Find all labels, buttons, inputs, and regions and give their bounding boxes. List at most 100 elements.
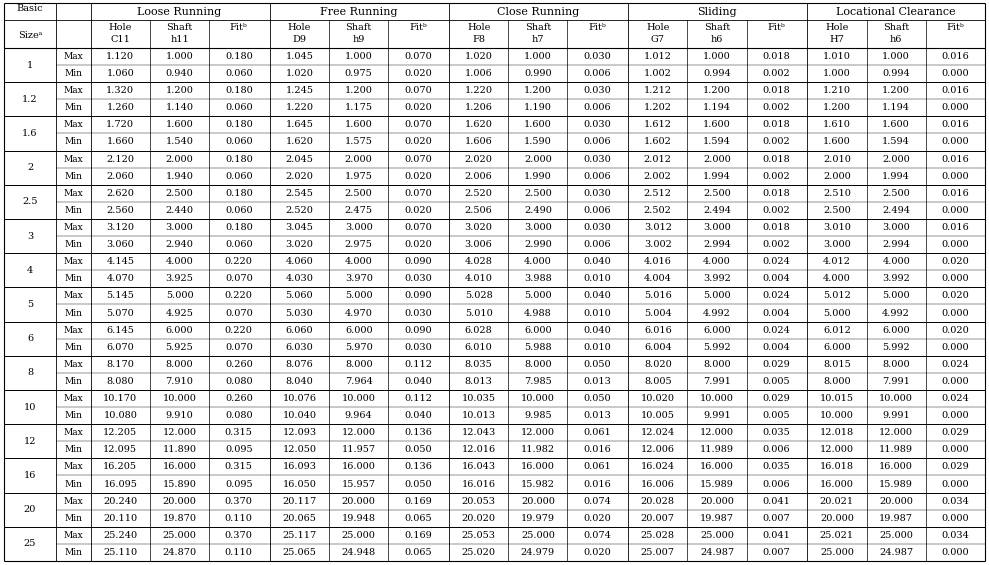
- Text: 0.000: 0.000: [942, 377, 969, 386]
- Text: 4.010: 4.010: [465, 274, 493, 283]
- Text: 2.994: 2.994: [703, 240, 731, 249]
- Text: 16.000: 16.000: [820, 480, 854, 489]
- Text: 2.520: 2.520: [286, 206, 314, 215]
- Text: Max: Max: [63, 52, 83, 61]
- Text: 7.964: 7.964: [345, 377, 373, 386]
- Text: 0.060: 0.060: [225, 172, 252, 181]
- Text: 2.990: 2.990: [524, 240, 552, 249]
- Text: 3.020: 3.020: [465, 223, 493, 232]
- Text: 1.594: 1.594: [882, 137, 910, 146]
- Text: 25.240: 25.240: [103, 531, 137, 540]
- Text: 11.890: 11.890: [162, 445, 197, 454]
- Text: 0.136: 0.136: [404, 428, 432, 437]
- Text: 9.991: 9.991: [703, 411, 731, 420]
- Text: 0.016: 0.016: [942, 86, 969, 95]
- Text: 2.510: 2.510: [823, 189, 851, 198]
- Text: 2.000: 2.000: [703, 155, 731, 164]
- Text: 0.169: 0.169: [405, 531, 432, 540]
- Text: 0.060: 0.060: [225, 69, 252, 78]
- Text: 5.028: 5.028: [465, 292, 493, 301]
- Text: 0.020: 0.020: [405, 172, 432, 181]
- Text: Min: Min: [64, 480, 82, 489]
- Text: Max: Max: [63, 497, 83, 506]
- Text: Max: Max: [63, 86, 83, 95]
- Text: 1.6: 1.6: [23, 129, 38, 138]
- Text: Hole: Hole: [825, 23, 849, 32]
- Text: 0.000: 0.000: [942, 103, 969, 112]
- Text: 0.000: 0.000: [942, 69, 969, 78]
- Text: 0.000: 0.000: [942, 308, 969, 318]
- Text: 0.260: 0.260: [225, 394, 252, 403]
- Text: 6.010: 6.010: [465, 343, 493, 351]
- Text: 16.016: 16.016: [462, 480, 495, 489]
- Text: 0.041: 0.041: [763, 497, 790, 506]
- Text: 16.024: 16.024: [641, 462, 674, 471]
- Text: 0.040: 0.040: [584, 325, 611, 334]
- Text: 3.010: 3.010: [823, 223, 851, 232]
- Text: Max: Max: [63, 531, 83, 540]
- Text: Hole: Hole: [467, 23, 491, 32]
- Text: 0.034: 0.034: [942, 497, 969, 506]
- Text: 1.000: 1.000: [524, 52, 552, 61]
- Text: 2.475: 2.475: [345, 206, 373, 215]
- Text: 0.000: 0.000: [942, 548, 969, 557]
- Text: 1.575: 1.575: [345, 137, 373, 146]
- Text: 2.012: 2.012: [644, 155, 672, 164]
- Text: 0.070: 0.070: [405, 155, 432, 164]
- Text: 11.989: 11.989: [700, 445, 734, 454]
- Text: 8.035: 8.035: [465, 360, 493, 369]
- Text: 0.994: 0.994: [882, 69, 910, 78]
- Text: 0.080: 0.080: [225, 377, 252, 386]
- Text: 6.012: 6.012: [823, 325, 851, 334]
- Text: 6.000: 6.000: [703, 325, 731, 334]
- Text: 0.029: 0.029: [763, 360, 790, 369]
- Text: Max: Max: [63, 394, 83, 403]
- Text: 0.016: 0.016: [942, 155, 969, 164]
- Text: Max: Max: [63, 325, 83, 334]
- Text: 1.000: 1.000: [166, 52, 194, 61]
- Text: 0.000: 0.000: [942, 343, 969, 351]
- Text: 1.020: 1.020: [465, 52, 493, 61]
- Text: 4.000: 4.000: [166, 257, 194, 266]
- Text: 0.315: 0.315: [225, 462, 253, 471]
- Text: 3: 3: [27, 232, 33, 241]
- Text: 20.000: 20.000: [879, 497, 913, 506]
- Text: 0.000: 0.000: [942, 172, 969, 181]
- Text: 25.000: 25.000: [521, 531, 555, 540]
- Text: Locational Clearance: Locational Clearance: [837, 7, 956, 16]
- Text: 8: 8: [27, 368, 33, 377]
- Text: 3.000: 3.000: [345, 223, 373, 232]
- Text: 0.080: 0.080: [225, 411, 252, 420]
- Text: 0.070: 0.070: [405, 120, 432, 129]
- Text: 12.000: 12.000: [700, 428, 734, 437]
- Text: Max: Max: [63, 428, 83, 437]
- Text: 2.494: 2.494: [703, 206, 731, 215]
- Text: 0.006: 0.006: [584, 172, 611, 181]
- Text: 8.000: 8.000: [166, 360, 194, 369]
- Text: 6.016: 6.016: [644, 325, 672, 334]
- Text: 0.180: 0.180: [225, 189, 252, 198]
- Text: 8.076: 8.076: [286, 360, 314, 369]
- Text: 0.000: 0.000: [942, 274, 969, 283]
- Text: 0.007: 0.007: [763, 548, 790, 557]
- Text: 0.975: 0.975: [345, 69, 373, 78]
- Text: 12.024: 12.024: [641, 428, 674, 437]
- Text: 2.000: 2.000: [823, 172, 851, 181]
- Text: 0.024: 0.024: [942, 360, 969, 369]
- Text: 1.612: 1.612: [644, 120, 672, 129]
- Text: 0.004: 0.004: [763, 274, 790, 283]
- Text: 0.000: 0.000: [942, 514, 969, 523]
- Text: 1.606: 1.606: [465, 137, 493, 146]
- Text: 15.982: 15.982: [521, 480, 555, 489]
- Text: 0.074: 0.074: [584, 531, 611, 540]
- Text: 1.720: 1.720: [106, 120, 135, 129]
- Text: 2.120: 2.120: [106, 155, 135, 164]
- Text: 4.000: 4.000: [524, 257, 552, 266]
- Text: 0.018: 0.018: [763, 223, 790, 232]
- Text: 1.620: 1.620: [286, 137, 314, 146]
- Text: 2.500: 2.500: [524, 189, 552, 198]
- Text: 24.987: 24.987: [700, 548, 734, 557]
- Text: 0.006: 0.006: [763, 480, 790, 489]
- Text: 12.000: 12.000: [521, 428, 555, 437]
- Text: 2.975: 2.975: [345, 240, 373, 249]
